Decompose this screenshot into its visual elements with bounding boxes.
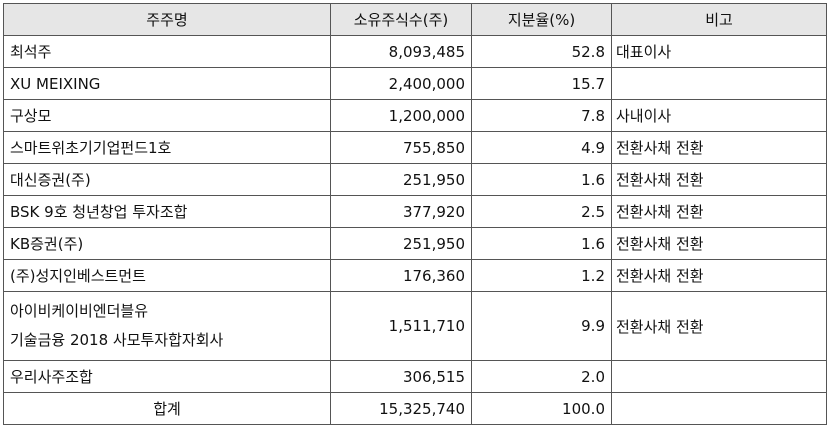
ownership-ratio: 1.6 — [471, 163, 612, 196]
table-row: 구상모 1,200,000 7.8 사내이사 — [3, 99, 827, 132]
share-count: 755,850 — [330, 131, 472, 164]
table-row: 최석주 8,093,485 52.8 대표이사 — [3, 35, 827, 68]
total-label: 합계 — [3, 392, 331, 425]
ownership-ratio: 1.6 — [471, 227, 612, 260]
table-row: 아이비케이비엔더블유 기술금융 2018 사모투자합자회사 1,511,710 … — [3, 291, 827, 361]
share-count: 377,920 — [330, 195, 472, 228]
total-shares: 15,325,740 — [330, 392, 472, 425]
note — [611, 67, 827, 100]
total-row: 합계 15,325,740 100.0 — [3, 392, 827, 425]
table-row: 스마트위초기기업펀드1호 755,850 4.9 전환사채 전환 — [3, 131, 827, 164]
ownership-ratio: 52.8 — [471, 35, 612, 68]
share-count: 306,515 — [330, 360, 472, 393]
ownership-ratio: 1.2 — [471, 259, 612, 292]
header-holder: 주주명 — [3, 3, 331, 36]
share-count: 176,360 — [330, 259, 472, 292]
table-row: BSK 9호 청년창업 투자조합 377,920 2.5 전환사채 전환 — [3, 195, 827, 228]
note: 전환사채 전환 — [611, 227, 827, 260]
share-count: 8,093,485 — [330, 35, 472, 68]
ownership-ratio: 2.0 — [471, 360, 612, 393]
note: 대표이사 — [611, 35, 827, 68]
header-note: 비고 — [611, 3, 827, 36]
ownership-ratio: 2.5 — [471, 195, 612, 228]
note: 전환사채 전환 — [611, 291, 827, 361]
note: 전환사채 전환 — [611, 195, 827, 228]
share-count: 2,400,000 — [330, 67, 472, 100]
holder-name: KB증권(주) — [3, 227, 331, 260]
ownership-ratio: 15.7 — [471, 67, 612, 100]
note: 사내이사 — [611, 99, 827, 132]
holder-name-line-1: 아이비케이비엔더블유 — [10, 302, 149, 320]
total-ratio: 100.0 — [471, 392, 612, 425]
holder-name: BSK 9호 청년창업 투자조합 — [3, 195, 331, 228]
share-count: 1,511,710 — [330, 291, 472, 361]
total-note — [611, 392, 827, 425]
holder-name: 스마트위초기기업펀드1호 — [3, 131, 331, 164]
note: 전환사채 전환 — [611, 163, 827, 196]
note — [611, 360, 827, 393]
ownership-ratio: 9.9 — [471, 291, 612, 361]
holder-name: 아이비케이비엔더블유 기술금융 2018 사모투자합자회사 — [3, 291, 331, 361]
table-row: 우리사주조합 306,515 2.0 — [3, 360, 827, 393]
table-row: KB증권(주) 251,950 1.6 전환사채 전환 — [3, 227, 827, 260]
table-header-row: 주주명 소유주식수(주) 지분율(%) 비고 — [3, 3, 827, 36]
table-row: (주)성지인베스트먼트 176,360 1.2 전환사채 전환 — [3, 259, 827, 292]
shareholder-table-container: 주주명 소유주식수(주) 지분율(%) 비고 최석주 8,093,485 52.… — [3, 3, 827, 425]
header-shares: 소유주식수(주) — [330, 3, 472, 36]
share-count: 1,200,000 — [330, 99, 472, 132]
share-count: 251,950 — [330, 227, 472, 260]
holder-name: 우리사주조합 — [3, 360, 331, 393]
holder-name: 구상모 — [3, 99, 331, 132]
shareholder-table: 주주명 소유주식수(주) 지분율(%) 비고 최석주 8,093,485 52.… — [3, 3, 827, 425]
holder-name-line-2: 기술금융 2018 사모투자합자회사 — [10, 331, 224, 349]
header-ratio: 지분율(%) — [471, 3, 612, 36]
note: 전환사채 전환 — [611, 131, 827, 164]
ownership-ratio: 7.8 — [471, 99, 612, 132]
holder-name: XU MEIXING — [3, 67, 331, 100]
table-row: 대신증권(주) 251,950 1.6 전환사채 전환 — [3, 163, 827, 196]
holder-name: (주)성지인베스트먼트 — [3, 259, 331, 292]
share-count: 251,950 — [330, 163, 472, 196]
holder-name: 최석주 — [3, 35, 331, 68]
ownership-ratio: 4.9 — [471, 131, 612, 164]
table-row: XU MEIXING 2,400,000 15.7 — [3, 67, 827, 100]
note: 전환사채 전환 — [611, 259, 827, 292]
holder-name: 대신증권(주) — [3, 163, 331, 196]
